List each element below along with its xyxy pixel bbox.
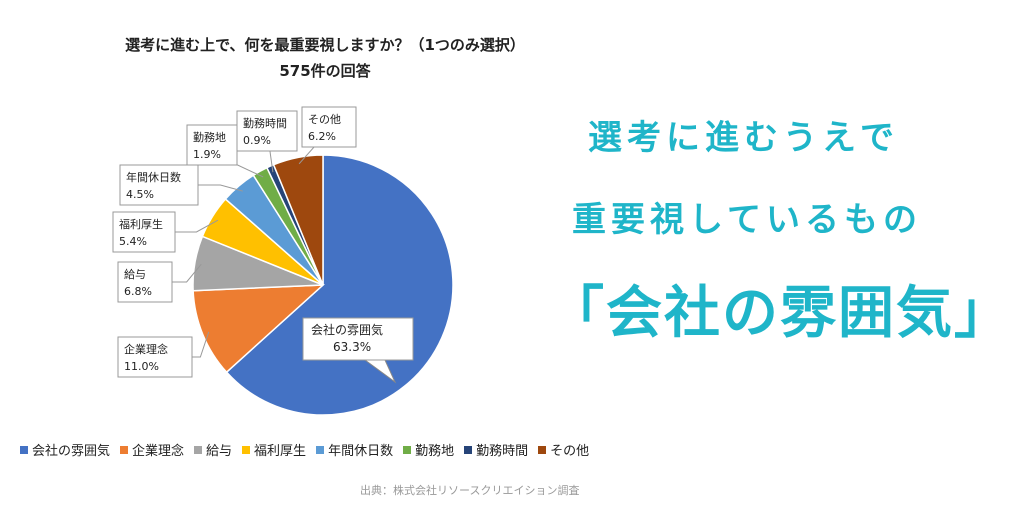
- legend-swatch: [120, 445, 129, 454]
- source-note: 出典：株式会社リソースクリエイション調査: [360, 484, 580, 497]
- legend-entry: 勤務時間: [464, 440, 528, 459]
- legend-swatch: [464, 445, 473, 454]
- data-label: 会社の雰囲気 63.3%: [302, 317, 414, 384]
- legend-label: 企業理念: [132, 444, 185, 459]
- chart-legend: 会社の雰囲気 企業理念 給与 福利厚生 年間休日数 勤務地 勤務時間 その他: [20, 440, 589, 459]
- headline-line3: 「会社の雰囲気」: [548, 281, 1012, 346]
- data-label: 給与 6.8%: [117, 261, 202, 303]
- legend-swatch: [316, 445, 325, 454]
- slice-value: 5.4%: [119, 235, 147, 248]
- legend-label: その他: [550, 444, 590, 459]
- slice-label: 年間休日数: [126, 170, 181, 184]
- chart-subtitle: 575件の回答: [279, 62, 371, 80]
- slice-value: 6.8%: [124, 285, 152, 298]
- legend-label: 勤務時間: [476, 444, 529, 459]
- data-label: その他 6.2%: [298, 106, 357, 165]
- legend-entry: 勤務地: [403, 440, 454, 459]
- legend-entry: 年間休日数: [316, 440, 393, 459]
- legend-label: 福利厚生: [254, 444, 307, 459]
- legend-entry: その他: [538, 440, 589, 459]
- slice-value: 63.3%: [333, 340, 371, 354]
- slice-value: 1.9%: [193, 148, 221, 161]
- legend-swatch: [538, 445, 547, 454]
- legend-swatch: [194, 445, 203, 454]
- legend-label: 勤務地: [415, 444, 455, 459]
- legend-label: 給与: [206, 444, 233, 459]
- slice-label: 企業理念: [124, 342, 168, 356]
- legend-entry: 福利厚生: [242, 440, 306, 459]
- legend-swatch: [242, 445, 251, 454]
- pie-slice: [192, 284, 326, 374]
- chart-title: 選考に進む上で、何を最重要視しますか？（1つのみ選択）: [125, 36, 525, 54]
- data-label: 勤務時間 0.9%: [236, 110, 298, 173]
- slice-value: 6.2%: [308, 130, 336, 143]
- legend-entry: 給与: [194, 440, 232, 459]
- slice-value: 11.0%: [124, 360, 159, 373]
- headline-line1: 選考に進むうえで: [588, 118, 899, 158]
- data-label: 年間休日数 4.5%: [119, 164, 243, 206]
- slice-label: その他: [308, 113, 341, 126]
- slice-label: 会社の雰囲気: [311, 322, 383, 337]
- legend-swatch: [20, 445, 28, 454]
- slice-value: 4.5%: [126, 188, 154, 201]
- headline-line2: 重要視しているもの: [572, 200, 922, 240]
- pie-chart: 会社の雰囲気 63.3% 企業理念 11.0% 給与 6.8% 福利厚生 5.4% 年間休日数 4…: [112, 106, 454, 416]
- legend-label: 年間休日数: [328, 444, 394, 459]
- slice-value: 0.9%: [243, 134, 271, 147]
- pie-slice: [272, 154, 324, 286]
- legend-swatch: [403, 445, 412, 454]
- data-label: 福利厚生 5.4%: [112, 211, 219, 253]
- data-label: 勤務地 1.9%: [186, 124, 264, 178]
- legend-label: 会社の雰囲気: [32, 444, 111, 459]
- legend-entry: 企業理念: [120, 440, 184, 459]
- slice-label: 給与: [124, 267, 146, 281]
- data-label: 企業理念 11.0%: [117, 331, 210, 378]
- slice-label: 勤務時間: [243, 116, 287, 130]
- legend-entry: 会社の雰囲気: [20, 440, 110, 459]
- slice-label: 福利厚生: [119, 217, 163, 231]
- slice-label: 勤務地: [193, 130, 226, 144]
